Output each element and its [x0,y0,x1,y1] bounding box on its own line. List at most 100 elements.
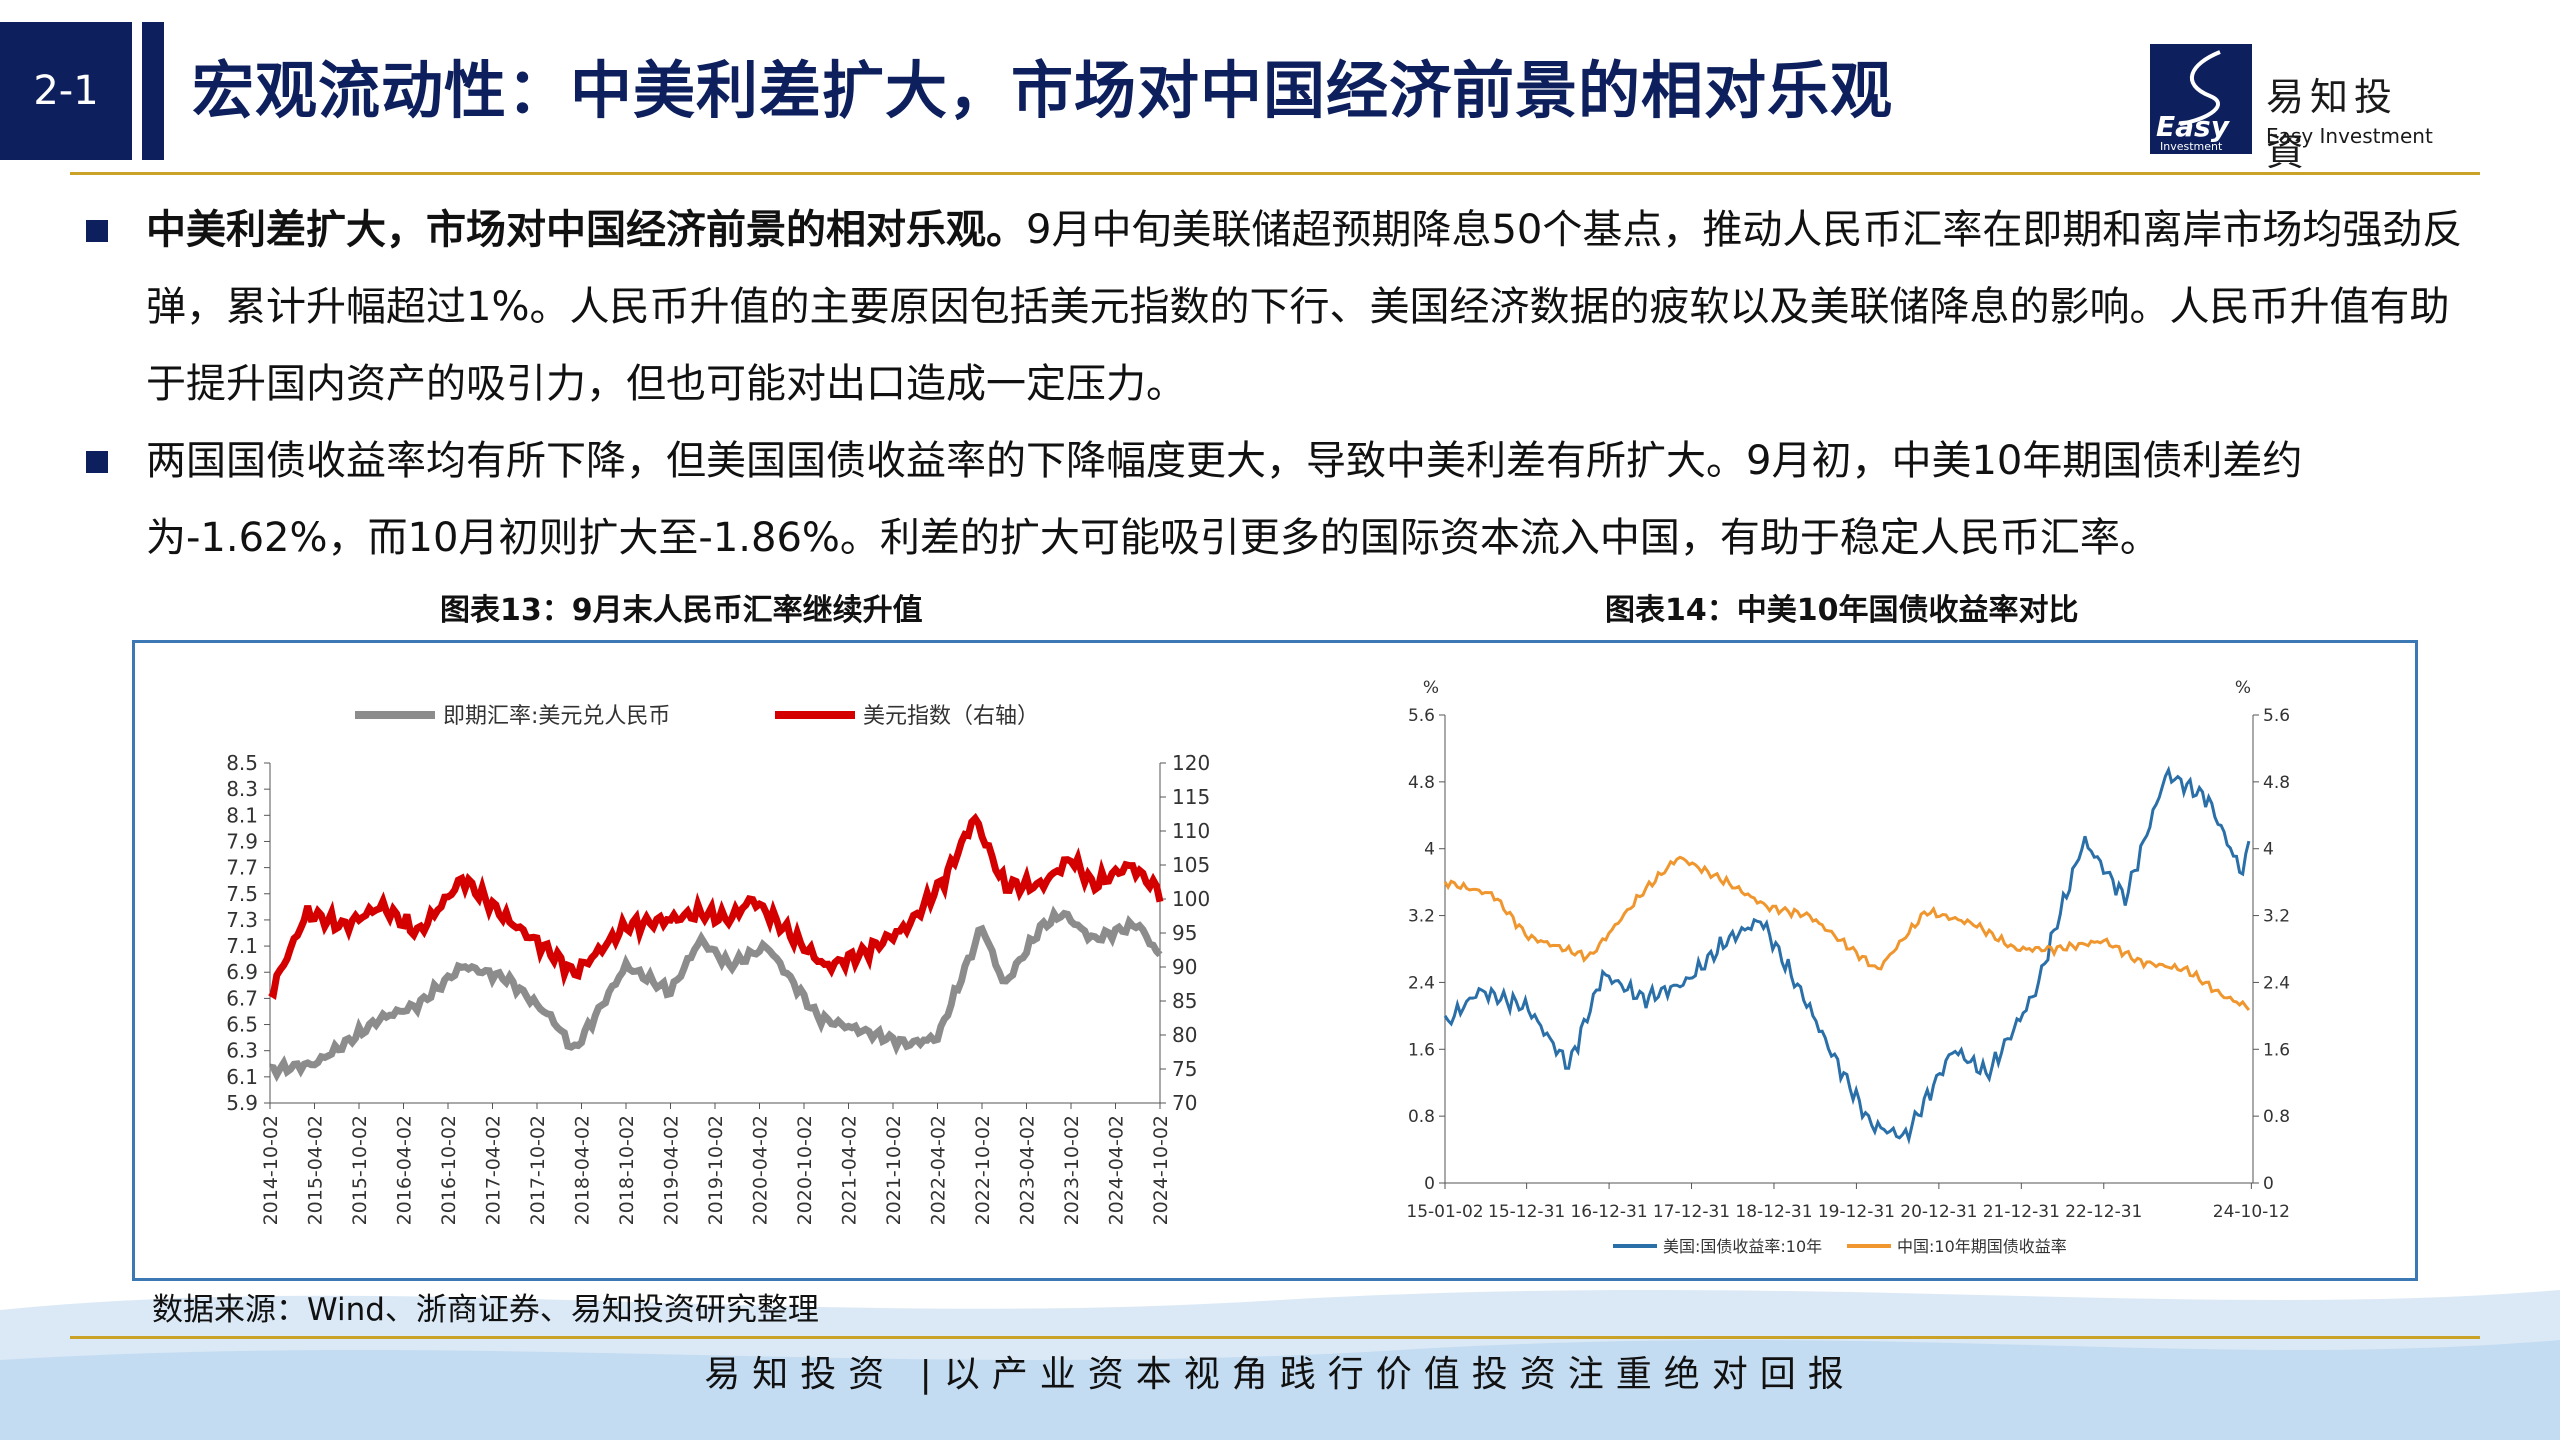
chart-caption-left: 图表13：9月末人民币汇率继续升值 [440,593,923,628]
chart13-right-tick-label: 110 [1172,819,1210,843]
chart13-x-tick-label: 2020-04-02 [750,1115,772,1225]
bullet-item-1: 中美利差扩大，市场对中国经济前景的相对乐观。9月中旬美联储超预期降息50个基点，… [86,192,2486,423]
chart14-left-tick-label: 1.6 [1408,1040,1435,1060]
chart14-left-tick-label: 0 [1424,1174,1435,1194]
bullet-2-text: 两国国债收益率均有所下降，但美国国债收益率的下降幅度更大，导致中美利差有所扩大。… [146,438,2303,561]
chart13-left-tick-label: 7.9 [226,829,258,853]
chart14-series-cn-10y [1443,855,2251,1012]
chart13-left-tick-label: 8.1 [226,803,258,827]
chart13-series-usd-index [268,812,1164,1000]
footer-divider [70,1336,2480,1339]
chart13-left-tick-label: 6.5 [226,1013,258,1037]
chart13-x-tick-label: 2021-04-02 [839,1115,861,1225]
chart13-left-tick-label: 7.5 [226,882,258,906]
chart14-x-tick-label: 21-12-31 [1983,1202,2060,1222]
chart13-left-tick-label: 7.3 [226,908,258,932]
chart14-right-tick-label: 4 [2263,840,2274,860]
chart13-left-tick-label: 7.7 [226,856,258,880]
logo-english-name: Easy Investment [2266,124,2433,148]
chart14-legend-label-us: 美国:国债收益率:10年 [1663,1237,1822,1256]
logo-mark-text: Easy [2156,110,2231,143]
chart13-left-tick-label: 6.9 [226,960,258,984]
chart13-right-tick-label: 90 [1172,955,1197,979]
chart14-right-tick-label: 0.8 [2263,1107,2290,1127]
chart13-x-tick-label: 2019-10-02 [705,1115,727,1225]
footer-wave [0,1290,2560,1440]
chart13-series-spot-rate [269,905,1163,1083]
chart14-x-tick-label: 15-01-02 [1406,1202,1483,1222]
chart14-right-unit: % [2235,678,2251,698]
chart13-x-tick-label: 2022-04-02 [928,1115,950,1225]
chart13-legend-label-spot: 即期汇率:美元兑人民币 [443,704,670,729]
chart13-right-tick-label: 75 [1172,1057,1197,1081]
chart14-left-tick-label: 0.8 [1408,1107,1435,1127]
charts-svg: 8.58.38.17.97.77.57.37.16.96.76.56.36.15… [226,678,2290,1256]
chart14-right-tick-label: 4.8 [2263,773,2290,793]
chart14-left-tick-label: 5.6 [1408,706,1435,726]
chart13-left-tick-label: 6.3 [226,1039,258,1063]
chart13-left-tick-label: 5.9 [226,1091,258,1115]
chart13-left-tick-label: 6.1 [226,1065,258,1089]
chart14-left-unit: % [1423,678,1439,698]
logo-mark-icon: Easy Investment [2150,44,2252,154]
chart13-right-tick-label: 70 [1172,1091,1197,1115]
chart13-x-tick-label: 2023-04-02 [1017,1115,1039,1225]
bullet-list: 中美利差扩大，市场对中国经济前景的相对乐观。9月中旬美联储超预期降息50个基点，… [86,192,2486,577]
chart13-right-tick-label: 95 [1172,921,1197,945]
chart13-x-tick-label: 2016-04-02 [394,1115,416,1225]
chart14-x-tick-label: 22-12-31 [2065,1202,2142,1222]
bullet-square-icon [86,451,108,473]
chart13-x-tick-label: 2024-10-02 [1150,1115,1172,1225]
chart13-x-tick-label: 2015-04-02 [305,1115,327,1225]
chart13-right-tick-label: 100 [1172,887,1210,911]
chart14-x-tick-label: 16-12-31 [1570,1202,1647,1222]
chart14-x-tick-label: 18-12-31 [1735,1202,1812,1222]
chart13-legend-label-usd: 美元指数（右轴） [863,704,1039,729]
chart14-x-tick-label: 19-12-31 [1818,1202,1895,1222]
chart13-left-tick-label: 6.7 [226,986,258,1010]
chart13-right-tick-label: 105 [1172,853,1210,877]
chart13-right-tick-label: 85 [1172,989,1197,1013]
chart13-right-tick-label: 120 [1172,751,1210,775]
chart14-left-tick-label: 4.8 [1408,773,1435,793]
chart14-right-tick-label: 1.6 [2263,1040,2290,1060]
chart13-x-tick-label: 2021-10-02 [883,1115,905,1225]
chart14-right-tick-label: 0 [2263,1174,2274,1194]
bullet-1-text: 9月中旬美联储超预期降息50个基点，推动人民币汇率在即期和离岸市场均强劲反弹，累… [146,207,2463,407]
slide-header: 2-1 宏观流动性：中美利差扩大，市场对中国经济前景的相对乐观 Easy Inv… [0,0,2560,174]
chart14-left-tick-label: 3.2 [1408,907,1435,927]
logo-chinese-name: 易知投資 [2266,75,2399,174]
chart14-right-tick-label: 5.6 [2263,706,2290,726]
chart14-x-tick-label: 17-12-31 [1653,1202,1730,1222]
company-logo: Easy Investment 易知投資 Easy Investment [2150,30,2440,174]
chart13-x-tick-label: 2017-10-02 [527,1115,549,1225]
chart13-x-tick-label: 2018-10-02 [616,1115,638,1225]
footer-slogan: 易知投资 |以产业资本视角践行价值投资注重绝对回报 [704,1354,1856,1395]
chart13-x-tick-label: 2019-04-02 [661,1115,683,1225]
chart13-x-tick-label: 2022-10-02 [972,1115,994,1225]
chart13-x-tick-label: 2015-10-02 [349,1115,371,1225]
chart14-right-tick-label: 2.4 [2263,973,2290,993]
chart14-x-tick-label: 24-10-12 [2213,1202,2290,1222]
chart13-x-tick-label: 2024-04-02 [1106,1115,1128,1225]
chart14-legend-label-cn: 中国:10年期国债收益率 [1897,1237,2067,1256]
chart13-x-tick-label: 2016-10-02 [438,1115,460,1225]
header-divider [70,172,2480,175]
chart14-right-tick-label: 3.2 [2263,907,2290,927]
chart13-left-tick-label: 8.5 [226,751,258,775]
section-bar [142,22,164,160]
chart14-left-tick-label: 4 [1424,840,1435,860]
slide-title: 宏观流动性：中美利差扩大，市场对中国经济前景的相对乐观 [192,54,1894,127]
chart14-x-tick-label: 15-12-31 [1488,1202,1565,1222]
chart13-x-tick-label: 2023-10-02 [1061,1115,1083,1225]
chart13-right-tick-label: 115 [1172,785,1210,809]
chart13-x-tick-label: 2017-04-02 [483,1115,505,1225]
logo-mark-sub: Investment [2160,140,2223,153]
bullet-item-2: 两国国债收益率均有所下降，但美国国债收益率的下降幅度更大，导致中美利差有所扩大。… [86,423,2486,577]
chart13-left-tick-label: 7.1 [226,934,258,958]
chart13-left-tick-label: 8.3 [226,777,258,801]
chart-caption-right: 图表14：中美10年国债收益率对比 [1605,593,2079,628]
chart13-x-tick-label: 2014-10-02 [260,1115,282,1225]
chart14-x-tick-label: 20-12-31 [1900,1202,1977,1222]
chart-container: 8.5 8.3 8.1 7.9 7.7 7.5 7.3 7.1 6.9 6.7 6.5 6.3 6.1 5… [132,640,2418,1281]
